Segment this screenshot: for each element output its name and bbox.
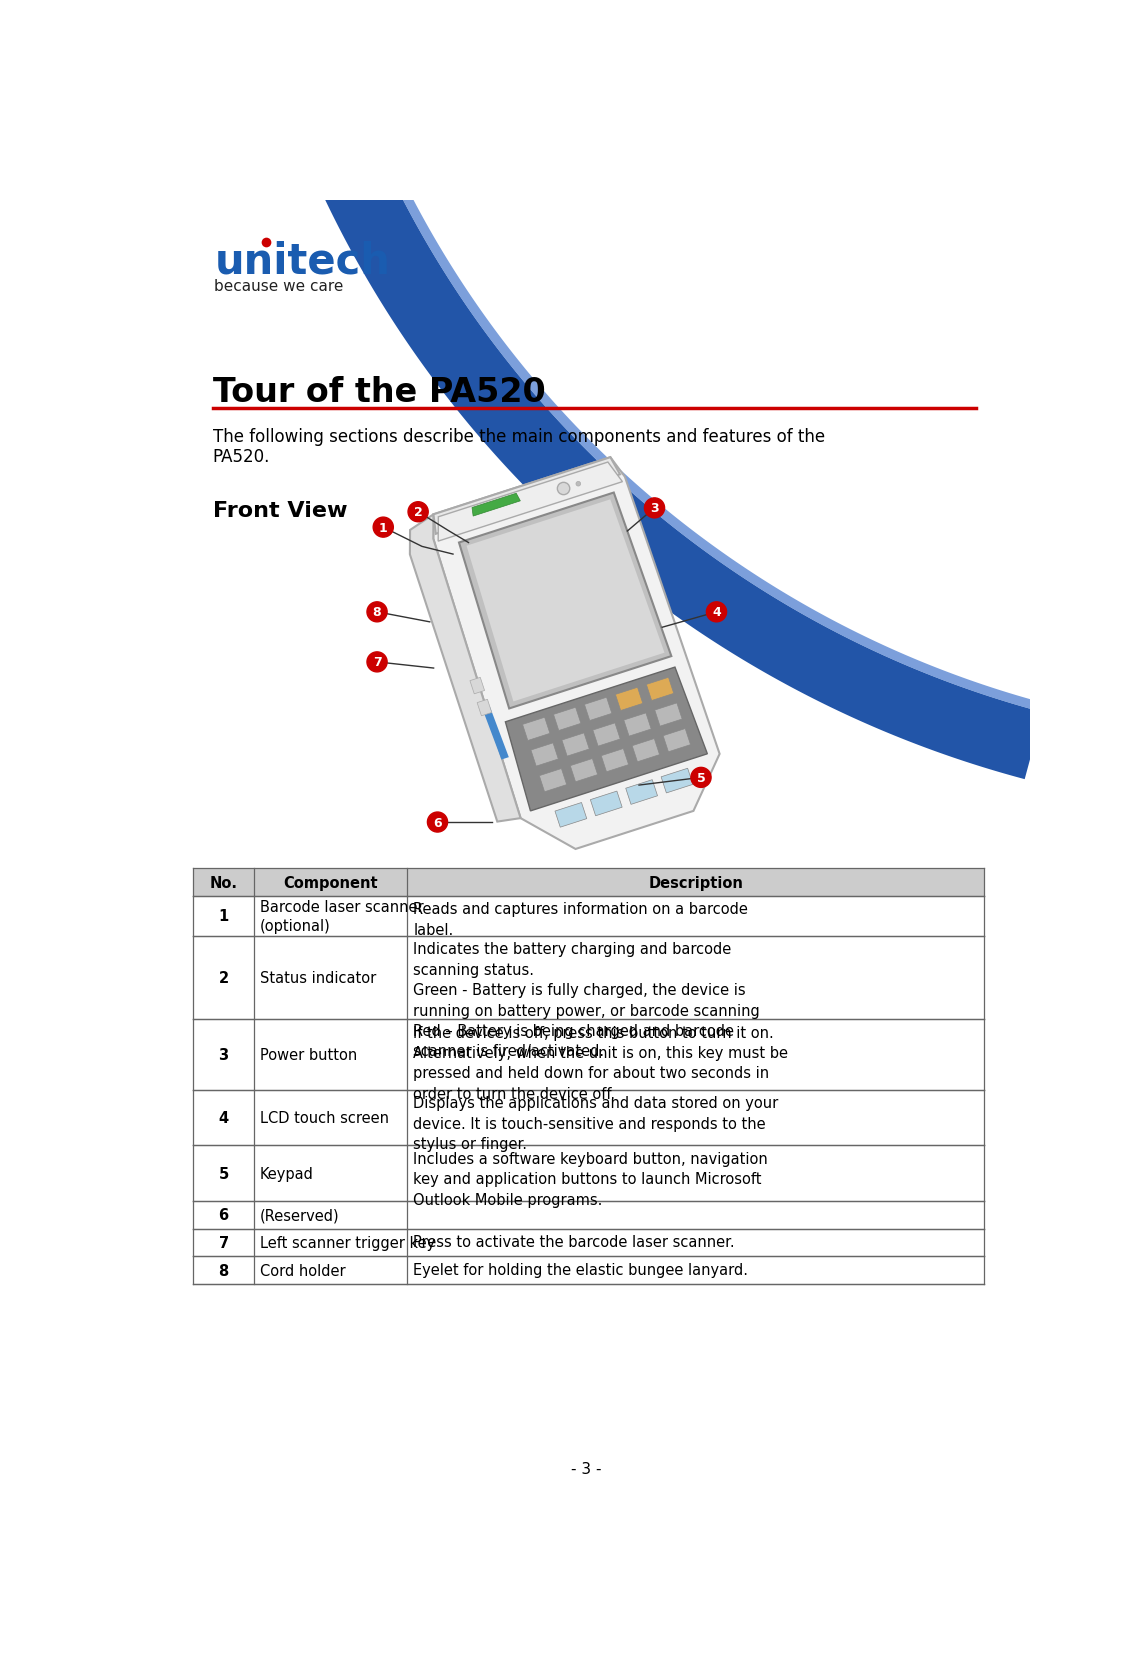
Polygon shape — [623, 713, 651, 736]
Polygon shape — [602, 750, 628, 773]
Polygon shape — [661, 770, 693, 793]
Polygon shape — [438, 463, 622, 542]
Text: LCD touch screen: LCD touch screen — [260, 1111, 389, 1126]
Polygon shape — [531, 743, 558, 766]
Text: - 3 -: - 3 - — [571, 1462, 602, 1477]
Circle shape — [367, 652, 387, 673]
Bar — [193, 1019, 984, 1091]
Text: Tour of the PA520: Tour of the PA520 — [213, 376, 546, 410]
Circle shape — [373, 519, 394, 537]
Circle shape — [557, 483, 570, 495]
Text: 7: 7 — [219, 1235, 229, 1250]
Text: Power button: Power button — [260, 1047, 357, 1062]
Polygon shape — [477, 699, 492, 716]
Polygon shape — [615, 688, 643, 711]
Bar — [193, 1256, 984, 1285]
Text: The following sections describe the main components and features of the: The following sections describe the main… — [213, 428, 825, 445]
Text: 3: 3 — [219, 1047, 229, 1062]
Text: Cord holder: Cord holder — [260, 1263, 345, 1278]
Bar — [193, 897, 984, 937]
Polygon shape — [506, 668, 707, 811]
Text: Keypad: Keypad — [260, 1166, 313, 1181]
Text: because we care: because we care — [214, 279, 343, 294]
Text: (Reserved): (Reserved) — [260, 1208, 340, 1223]
Text: Left scanner trigger key: Left scanner trigger key — [260, 1235, 435, 1250]
Bar — [193, 1230, 984, 1256]
Polygon shape — [483, 708, 509, 760]
Text: 8: 8 — [219, 1263, 229, 1278]
Circle shape — [367, 602, 387, 622]
Text: 1: 1 — [379, 522, 388, 534]
Text: 4: 4 — [219, 1111, 229, 1126]
Polygon shape — [585, 698, 612, 721]
Circle shape — [408, 502, 428, 522]
Polygon shape — [646, 678, 674, 701]
Polygon shape — [654, 703, 682, 726]
Text: 4: 4 — [712, 606, 721, 619]
Polygon shape — [664, 729, 691, 753]
Polygon shape — [472, 494, 521, 517]
Polygon shape — [470, 678, 485, 694]
Polygon shape — [224, 0, 1042, 780]
Polygon shape — [294, 0, 1046, 713]
Text: Indicates the battery charging and barcode
scanning status.
Green - Battery is f: Indicates the battery charging and barco… — [413, 942, 761, 1059]
Text: 6: 6 — [434, 816, 442, 830]
Bar — [193, 1201, 984, 1230]
Text: 5: 5 — [219, 1166, 229, 1181]
Polygon shape — [626, 780, 658, 805]
Text: Component: Component — [284, 875, 378, 890]
Polygon shape — [459, 494, 672, 709]
Polygon shape — [434, 458, 720, 850]
Text: If the device is off, press this button to turn it on.
Alternatively, when the u: If the device is off, press this button … — [413, 1026, 788, 1101]
Circle shape — [644, 499, 665, 519]
Text: Includes a software keyboard button, navigation
key and application buttons to l: Includes a software keyboard button, nav… — [413, 1151, 769, 1206]
Text: Displays the applications and data stored on your
device. It is touch-sensitive : Displays the applications and data store… — [413, 1096, 779, 1151]
Circle shape — [428, 813, 447, 833]
Polygon shape — [554, 708, 581, 731]
Circle shape — [575, 482, 581, 487]
Text: unitech: unitech — [214, 241, 390, 283]
Text: 6: 6 — [219, 1208, 229, 1223]
Text: PA520.: PA520. — [213, 448, 270, 465]
Text: Status indicator: Status indicator — [260, 970, 376, 985]
Circle shape — [707, 602, 726, 622]
Text: Eyelet for holding the elastic bungee lanyard.: Eyelet for holding the elastic bungee la… — [413, 1261, 748, 1276]
Polygon shape — [539, 770, 566, 793]
Text: 1: 1 — [219, 908, 229, 923]
Bar — [193, 868, 984, 897]
Text: Press to activate the barcode laser scanner.: Press to activate the barcode laser scan… — [413, 1235, 736, 1250]
Polygon shape — [570, 760, 597, 783]
Circle shape — [691, 768, 712, 788]
Text: 2: 2 — [414, 505, 422, 519]
Bar — [193, 937, 984, 1019]
Text: 5: 5 — [697, 771, 706, 785]
Polygon shape — [633, 739, 660, 763]
Text: 7: 7 — [373, 656, 381, 669]
Text: Front View: Front View — [213, 500, 348, 520]
Polygon shape — [590, 791, 622, 816]
Bar — [193, 1091, 984, 1146]
Polygon shape — [410, 515, 521, 821]
Text: Barcode laser scanner
(optional): Barcode laser scanner (optional) — [260, 898, 423, 934]
Polygon shape — [555, 803, 587, 828]
Text: 8: 8 — [373, 606, 381, 619]
Text: Description: Description — [649, 875, 742, 890]
Text: 2: 2 — [219, 970, 229, 985]
Text: No.: No. — [209, 875, 238, 890]
Polygon shape — [434, 458, 620, 534]
Polygon shape — [593, 723, 620, 746]
Bar — [193, 1146, 984, 1201]
Text: 3: 3 — [650, 502, 659, 515]
Polygon shape — [523, 718, 550, 741]
Polygon shape — [467, 500, 665, 703]
Polygon shape — [562, 733, 589, 756]
Text: Reads and captures information on a barcode
label.: Reads and captures information on a barc… — [413, 902, 748, 937]
